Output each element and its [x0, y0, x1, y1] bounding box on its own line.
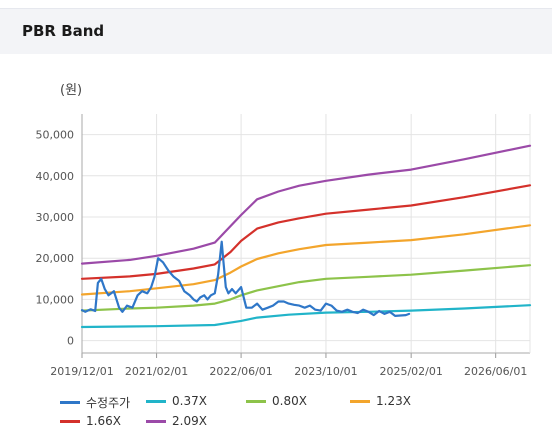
x-tick-label: 2026/06/01 — [464, 365, 527, 378]
legend-label: 2.09X — [172, 414, 207, 428]
legend-swatch — [246, 399, 266, 403]
top-spacer — [0, 0, 552, 8]
x-tick-label: 2022/06/01 — [209, 365, 272, 378]
legend-swatch — [146, 419, 166, 423]
y-tick-label: 20,000 — [36, 252, 75, 265]
y-tick-label: 0 — [67, 335, 74, 348]
y-unit-label: (원) — [60, 83, 82, 98]
x-tick-label: 2023/10/01 — [294, 365, 357, 378]
series-line-1.66X — [80, 184, 532, 280]
panel-title: PBR Band — [22, 22, 105, 40]
legend-item[interactable]: 1.23X — [350, 394, 411, 408]
series-line-2.09X — [80, 144, 532, 265]
legend-item[interactable]: 0.37X — [146, 394, 207, 408]
legend-label: 0.37X — [172, 394, 207, 408]
x-tick-label: 2025/02/01 — [379, 365, 442, 378]
panel-header: PBR Band — [0, 8, 552, 54]
legend-swatch — [60, 419, 80, 423]
legend-swatch — [60, 401, 80, 404]
x-tick-label: 2019/12/01 — [50, 365, 113, 378]
y-tick-label: 30,000 — [36, 211, 75, 224]
series-line-0.80X — [80, 264, 532, 312]
legend-swatch — [350, 399, 370, 403]
pbr-band-chart: (원) 0 10,000 20,000 30,000 40,000 50,000 2019/1… — [36, 83, 532, 378]
legend-item[interactable]: 수정주가 — [60, 394, 130, 411]
y-tick-label: 50,000 — [36, 129, 75, 142]
x-tick-label: 2021/02/01 — [125, 365, 188, 378]
legend-swatch — [146, 399, 166, 403]
series-line-0.37X — [80, 304, 532, 329]
legend-label: 1.66X — [86, 414, 121, 428]
series-line-1.23X — [80, 224, 532, 296]
legend-item[interactable]: 0.80X — [246, 394, 307, 408]
legend-label: 0.80X — [272, 394, 307, 408]
legend-item[interactable]: 2.09X — [146, 414, 207, 428]
legend-label: 수정주가 — [86, 396, 131, 410]
legend-label: 1.23X — [376, 394, 411, 408]
y-tick-label: 10,000 — [36, 293, 75, 306]
series-line-수정주가 — [80, 240, 411, 317]
legend-item[interactable]: 1.66X — [60, 414, 121, 428]
y-tick-label: 40,000 — [36, 170, 75, 183]
